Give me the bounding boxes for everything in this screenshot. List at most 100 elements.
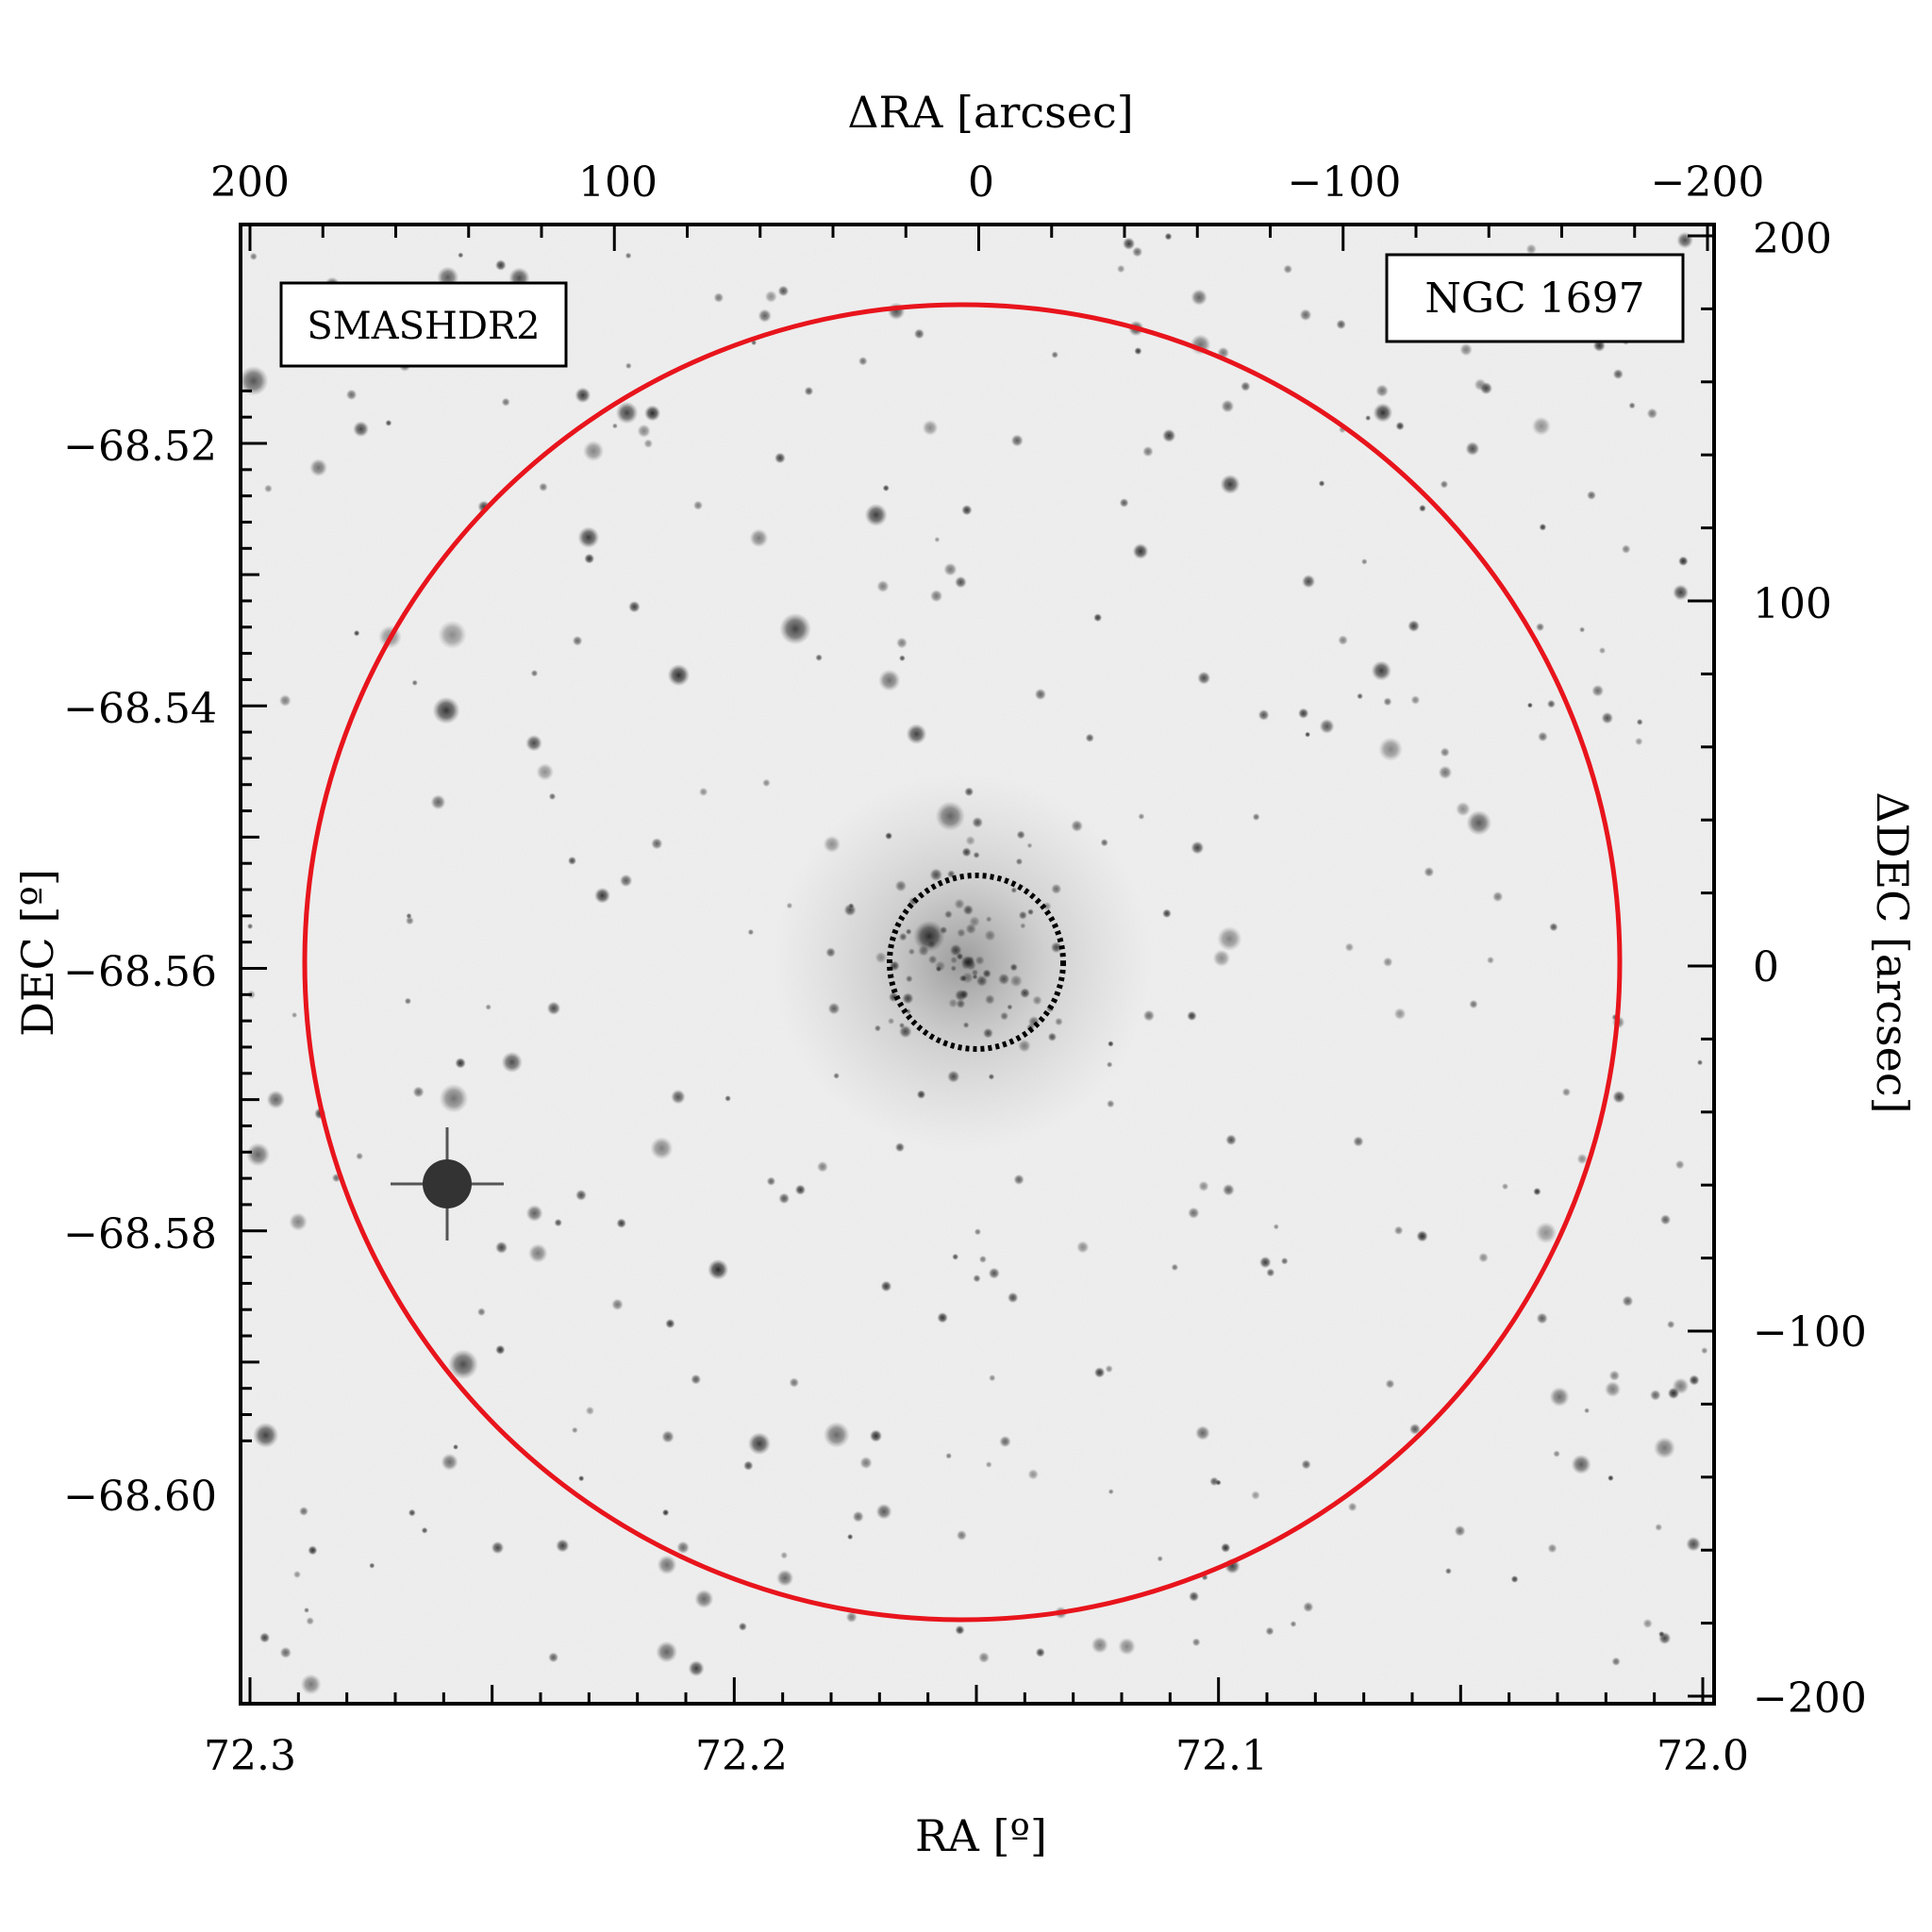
star <box>1587 491 1596 500</box>
star <box>1410 695 1421 705</box>
star <box>929 590 943 603</box>
star <box>1655 1524 1663 1531</box>
star <box>556 1539 570 1553</box>
star <box>896 637 908 649</box>
star <box>501 1051 523 1074</box>
tick-label: −68.58 <box>63 1210 217 1258</box>
star <box>1385 1379 1395 1389</box>
star <box>259 1632 271 1643</box>
star <box>583 441 605 462</box>
star <box>1539 523 1547 531</box>
cluster-star <box>1009 974 1023 988</box>
cluster-star <box>997 973 1010 986</box>
star <box>999 1435 1011 1448</box>
star <box>643 439 654 449</box>
star <box>571 1426 578 1434</box>
star <box>899 655 906 662</box>
star <box>922 420 939 436</box>
star <box>786 902 793 909</box>
star <box>1051 883 1062 894</box>
cluster-star <box>954 898 965 910</box>
star <box>1318 480 1325 487</box>
star <box>880 1280 892 1292</box>
star <box>1607 1474 1614 1482</box>
star <box>1673 584 1690 601</box>
star <box>539 482 548 492</box>
star <box>1635 737 1643 746</box>
star <box>762 778 771 788</box>
star <box>694 1589 714 1608</box>
star <box>1217 926 1242 952</box>
left-tick-labels: −68.52 −68.54 −68.56 −68.58 −68.60 <box>63 423 217 1521</box>
star <box>1106 1061 1113 1068</box>
cluster-star <box>1015 858 1024 866</box>
star <box>699 787 708 797</box>
star <box>1357 692 1363 700</box>
star <box>1598 646 1607 655</box>
star <box>859 1456 873 1470</box>
star <box>266 1090 286 1109</box>
star <box>1535 1222 1557 1244</box>
star <box>766 1176 776 1186</box>
star <box>246 1142 271 1167</box>
star <box>1469 999 1478 1009</box>
star <box>575 1189 587 1201</box>
star <box>1283 264 1293 275</box>
star <box>292 1570 302 1579</box>
star <box>1553 1450 1560 1457</box>
cluster-star <box>984 929 996 941</box>
star <box>575 387 591 404</box>
star <box>1265 1626 1274 1636</box>
star <box>1222 1183 1235 1196</box>
star <box>412 1086 425 1098</box>
star <box>943 562 958 576</box>
tick-label: 72.2 <box>695 1732 788 1780</box>
cluster-star <box>848 903 855 909</box>
star <box>528 1243 548 1263</box>
star <box>913 920 945 953</box>
star <box>253 1422 279 1448</box>
star <box>1157 1556 1163 1562</box>
star <box>845 1611 858 1624</box>
tick-label: 200 <box>210 158 290 207</box>
star <box>978 1652 990 1663</box>
star <box>306 1616 315 1625</box>
star <box>644 405 661 422</box>
star <box>1466 809 1492 836</box>
star <box>1191 289 1208 307</box>
star <box>1492 891 1504 903</box>
star <box>656 1641 678 1663</box>
star <box>1696 1059 1704 1066</box>
star <box>778 1192 791 1205</box>
star <box>852 1510 864 1523</box>
tick-label: 100 <box>1753 580 1832 628</box>
star <box>278 694 291 707</box>
star <box>894 1142 906 1153</box>
cluster-star <box>1018 910 1028 920</box>
star <box>1241 381 1251 391</box>
star <box>485 1004 491 1010</box>
star <box>1646 408 1658 420</box>
sky-image <box>241 225 1714 1704</box>
star <box>878 669 901 691</box>
cluster-star <box>898 1022 906 1029</box>
cluster-star <box>950 956 958 964</box>
star <box>246 923 254 930</box>
star <box>309 458 328 477</box>
cluster-star <box>982 969 991 978</box>
star <box>289 1212 308 1231</box>
star <box>495 1241 508 1254</box>
star <box>688 1660 705 1677</box>
star <box>747 928 755 936</box>
star <box>548 792 557 801</box>
star <box>964 787 974 797</box>
star <box>1659 1214 1672 1225</box>
star <box>1686 1536 1701 1552</box>
star <box>578 1475 585 1482</box>
star <box>1305 731 1311 738</box>
star <box>1536 623 1545 632</box>
star <box>1571 1454 1591 1474</box>
star <box>671 1089 686 1105</box>
star <box>1105 1364 1113 1374</box>
axis-ticks <box>241 225 1714 1704</box>
